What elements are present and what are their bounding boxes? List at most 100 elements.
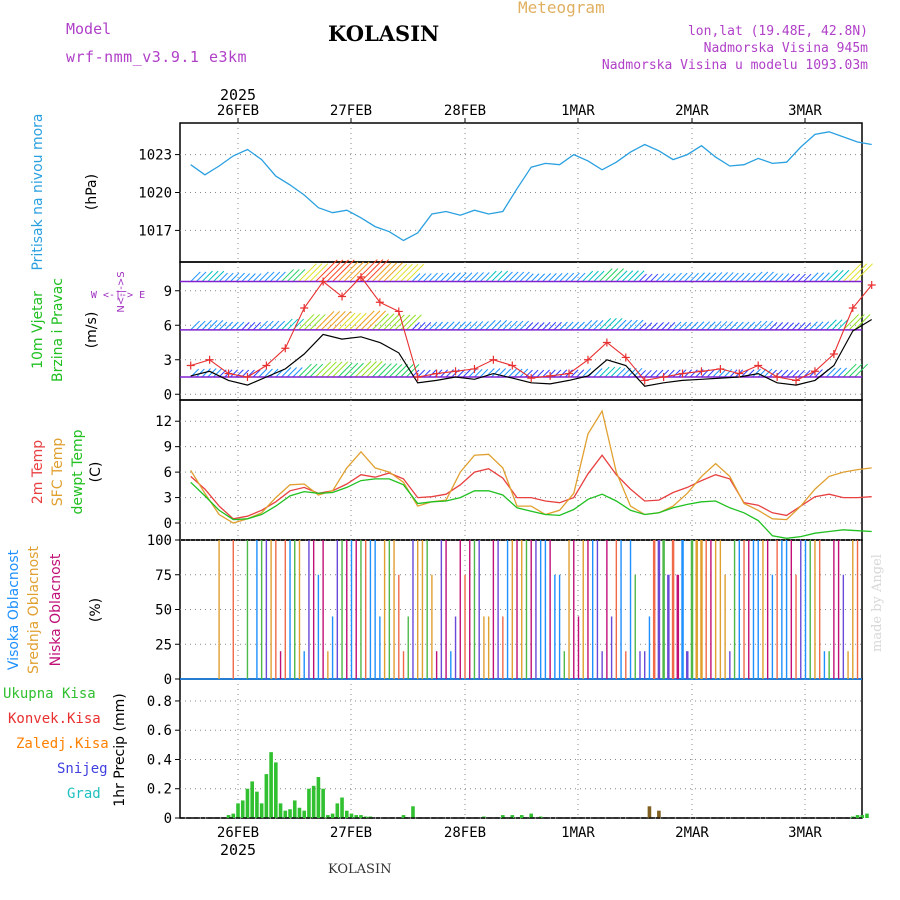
wind-barb: [281, 318, 293, 331]
precip-bar: [860, 815, 865, 818]
precip-bar: [240, 800, 245, 818]
wind-barb: [786, 273, 795, 282]
wind-gust-marker: [792, 376, 801, 385]
wind-barb: [848, 363, 863, 378]
wind-barb: [689, 272, 699, 282]
wind-barb: [542, 273, 552, 282]
precip-bar: [316, 777, 321, 818]
elevation-label: Nadmorska Visina 945m: [703, 41, 868, 56]
wind-barb: [559, 321, 568, 331]
station-title: KOLASIN: [328, 21, 440, 46]
wind-gust-marker: [281, 344, 290, 353]
wind-barb: [712, 321, 722, 331]
wind-barb: [423, 273, 432, 282]
pressure-line: [190, 131, 872, 242]
wind-barb: [496, 368, 506, 378]
wind-barb: [468, 321, 478, 331]
wind-barb: [451, 321, 461, 331]
wind-barb: [366, 310, 386, 331]
wind-barb: [769, 273, 778, 282]
wind-barb: [650, 322, 658, 331]
cloud-low-ylabel: Niska Oblacnost: [48, 553, 64, 666]
wind-barb: [320, 361, 337, 378]
wind-barb: [320, 259, 344, 282]
wind-barb: [644, 322, 653, 331]
wind-barb: [593, 320, 604, 331]
precip-bar: [501, 815, 505, 818]
wind-barb: [564, 321, 574, 331]
precip-bar: [278, 803, 283, 818]
wind-barb: [241, 322, 250, 331]
wind-barb: [740, 369, 749, 378]
wind-barb: [740, 272, 751, 282]
precip-bar: [292, 800, 297, 818]
precip-bar: [865, 813, 869, 818]
wind-barb: [797, 273, 806, 282]
wind-barb: [615, 367, 626, 378]
wind-gust-marker: [300, 304, 309, 312]
wind-barb: [434, 321, 443, 331]
wind-barb: [377, 313, 395, 331]
wind-barb: [780, 322, 789, 331]
y-tick-label: 25: [155, 637, 172, 653]
wind-barb: [797, 322, 806, 331]
precip-bar: [510, 815, 515, 818]
wind-barb: [388, 364, 403, 378]
wind-barb: [292, 269, 306, 282]
wind-barb: [774, 322, 784, 331]
wind-barb: [230, 321, 239, 331]
wind-gust-marker: [754, 361, 763, 370]
wind-barb: [837, 367, 847, 378]
precip-bar: [321, 788, 325, 818]
wind-barb: [377, 363, 392, 378]
wind-barb: [394, 364, 408, 378]
temperature-line-sfc: [190, 409, 872, 524]
wind-gust-marker: [508, 361, 517, 370]
wind-barb: [667, 273, 676, 282]
wind-barb: [672, 369, 681, 378]
legend-graupel: Grad: [67, 786, 101, 802]
wind-barb: [258, 368, 268, 378]
wind-barb: [406, 364, 420, 378]
wind-barb: [604, 268, 619, 282]
panel-frame: [179, 261, 863, 401]
wind-barb: [354, 259, 378, 282]
wind-barb: [224, 321, 233, 331]
wind-barb: [633, 319, 644, 331]
wind-barb: [763, 320, 774, 331]
wind-barb: [383, 313, 401, 331]
wind-barb: [831, 269, 844, 282]
wind-barb: [536, 273, 546, 282]
wind-barb: [349, 261, 370, 282]
wind-barb: [354, 361, 372, 378]
wind-barb: [854, 314, 871, 331]
wind-barb: [213, 270, 225, 282]
wind-speed-line: [190, 318, 873, 387]
precip-bar: [264, 774, 269, 818]
precip-bar: [250, 781, 254, 818]
wind-barb: [769, 369, 777, 378]
temperature-line-dew: [190, 478, 872, 539]
wind-barb: [689, 321, 699, 331]
wind-barb: [763, 368, 773, 378]
wind-barb: [780, 369, 789, 378]
dewpoint-ylabel: dewpt Temp: [70, 429, 86, 514]
wind-barb: [332, 361, 349, 378]
wind-barb: [797, 369, 805, 378]
wind-barb: [530, 273, 540, 282]
wind-barb: [235, 369, 244, 378]
wind-barb: [519, 320, 530, 331]
model-label: Model: [66, 20, 112, 38]
y-tick-label: 0.2: [147, 782, 172, 798]
wind-barb: [451, 272, 461, 282]
wind-barb: [496, 320, 507, 331]
wind-barb: [337, 261, 359, 282]
wind-barb: [360, 361, 377, 378]
precip-bar-other: [647, 806, 652, 818]
day-label-bottom: 26FEB: [217, 825, 259, 841]
wind-barb: [394, 263, 413, 282]
wind-barb: [457, 272, 467, 282]
wind-gust-line: [190, 276, 873, 381]
wind-barb: [411, 273, 421, 282]
wind-barb: [207, 320, 218, 331]
